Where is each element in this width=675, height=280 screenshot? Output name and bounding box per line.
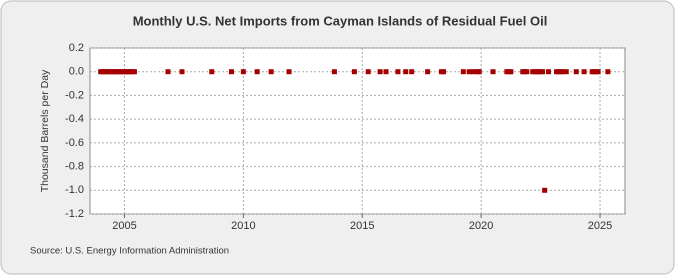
point bbox=[425, 69, 431, 75]
point bbox=[490, 69, 496, 75]
point bbox=[377, 69, 383, 75]
point bbox=[595, 69, 601, 75]
y-tick-label: -1.2 bbox=[65, 208, 84, 220]
point bbox=[228, 69, 234, 75]
point bbox=[165, 69, 171, 75]
point bbox=[581, 69, 587, 75]
x-tick-label: 2015 bbox=[350, 220, 374, 232]
point bbox=[268, 69, 274, 75]
y-axis-label: Thousand Barrels per Day bbox=[39, 69, 51, 192]
point bbox=[542, 187, 548, 193]
point bbox=[470, 69, 476, 75]
y-tick-label: -0.4 bbox=[65, 113, 84, 125]
point bbox=[476, 69, 482, 75]
point bbox=[331, 69, 337, 75]
point bbox=[351, 69, 357, 75]
x-tick-label: 2005 bbox=[112, 220, 136, 232]
point bbox=[209, 69, 215, 75]
point bbox=[573, 69, 579, 75]
point bbox=[286, 69, 292, 75]
y-tick-label: 0.2 bbox=[69, 42, 84, 54]
point bbox=[559, 69, 565, 75]
point bbox=[545, 69, 551, 75]
point bbox=[605, 69, 611, 75]
point bbox=[524, 69, 530, 75]
x-tick-label: 2025 bbox=[588, 220, 612, 232]
point bbox=[383, 69, 389, 75]
y-tick-label: -0.2 bbox=[65, 89, 84, 101]
point bbox=[409, 69, 415, 75]
point bbox=[460, 69, 466, 75]
point bbox=[254, 69, 260, 75]
chart-title: Monthly U.S. Net Imports from Cayman Isl… bbox=[133, 13, 548, 28]
x-tick-label: 2020 bbox=[469, 220, 493, 232]
plot-area bbox=[89, 47, 626, 215]
point bbox=[179, 69, 185, 75]
y-tick-label: 0.0 bbox=[69, 66, 84, 78]
x-tick-label: 2010 bbox=[231, 220, 255, 232]
point bbox=[240, 69, 246, 75]
point bbox=[365, 69, 371, 75]
point bbox=[403, 69, 409, 75]
y-tick-label: -1.0 bbox=[65, 184, 84, 196]
point bbox=[131, 69, 137, 75]
y-tick-label: -0.6 bbox=[65, 137, 84, 149]
point bbox=[466, 69, 472, 75]
point bbox=[395, 69, 401, 75]
point bbox=[441, 69, 447, 75]
point bbox=[539, 69, 545, 75]
y-tick-label: -0.8 bbox=[65, 160, 84, 172]
point bbox=[508, 69, 514, 75]
point bbox=[563, 69, 569, 75]
source: Source: U.S. Energy Information Administ… bbox=[30, 246, 229, 257]
